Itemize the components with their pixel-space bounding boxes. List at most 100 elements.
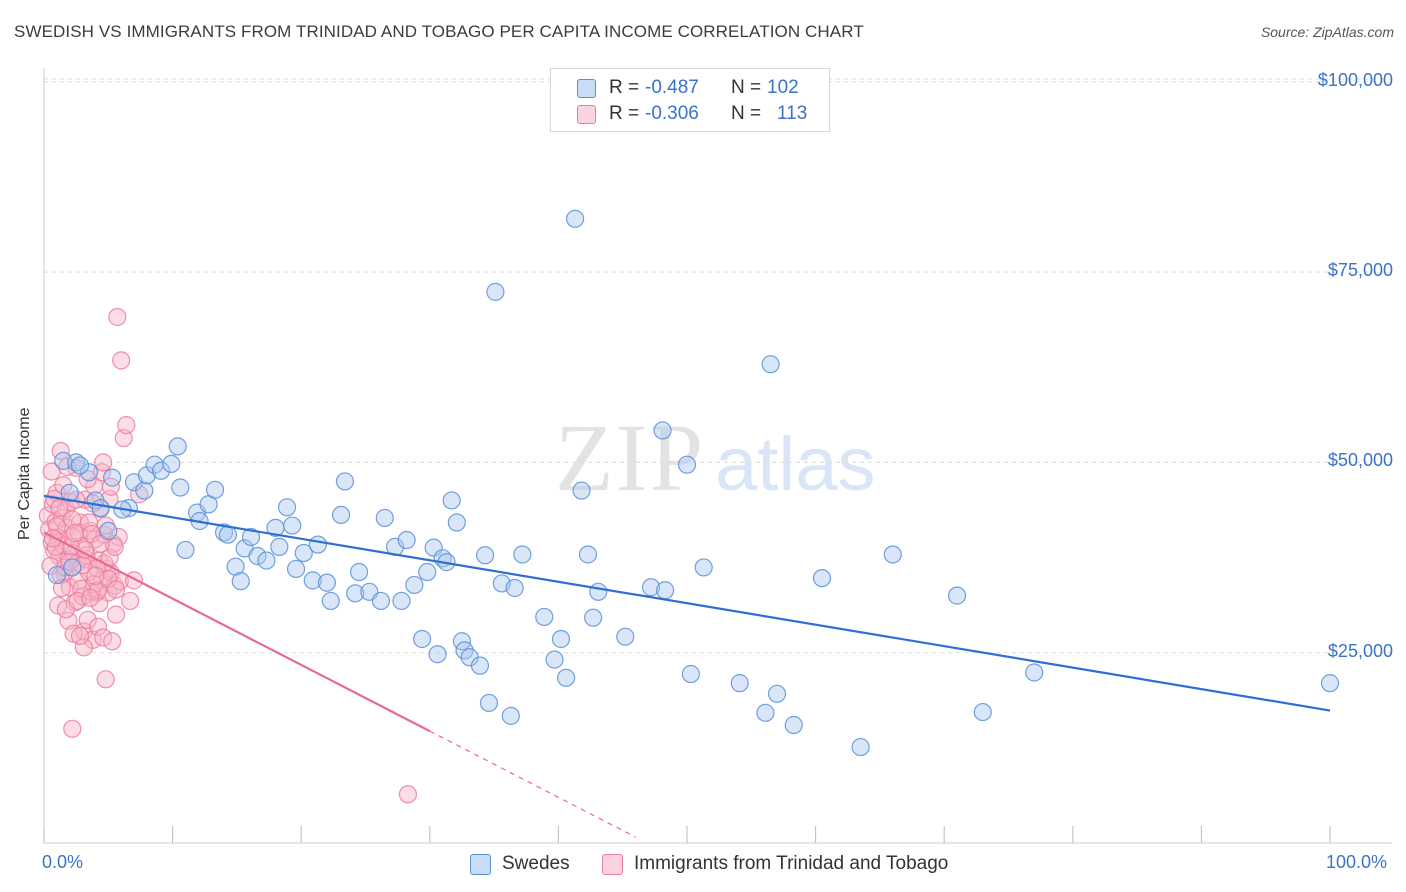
trend-lines: [43, 494, 1331, 838]
source-label: Source: ZipAtlas.com: [1260, 24, 1394, 40]
data-point: [641, 578, 661, 597]
correlation-legend: R = -0.487 N = 102 R = -0.306 N = 113: [550, 68, 830, 132]
data-point: [883, 545, 902, 564]
data-point: [479, 693, 499, 713]
data-point: [41, 556, 60, 576]
data-point: [90, 594, 109, 613]
data-point: [171, 478, 190, 497]
data-point: [277, 498, 297, 517]
data-point: [78, 610, 97, 630]
data-point: [851, 737, 870, 757]
legend-label-swedes: Swedes: [502, 853, 570, 874]
data-point: [447, 513, 466, 532]
data-point: [694, 558, 713, 577]
data-point: [584, 608, 603, 627]
watermark-zip: ZIP: [555, 404, 705, 511]
data-point: [349, 562, 369, 582]
data-point: [151, 461, 171, 480]
data-point: [398, 785, 418, 804]
data-point: [270, 537, 289, 556]
data-point: [60, 483, 79, 502]
data-point: [117, 415, 136, 435]
data-point: [418, 562, 437, 582]
data-point: [428, 645, 447, 664]
trend-line-swedes: [43, 494, 1331, 712]
data-point: [331, 505, 351, 525]
series-swedes-points: [47, 209, 1340, 757]
data-point: [397, 530, 416, 550]
data-point: [973, 702, 992, 722]
data-point: [103, 632, 122, 651]
data-point: [308, 535, 328, 554]
data-point: [226, 557, 245, 576]
legend-n-label: N =: [731, 103, 762, 124]
data-point: [405, 575, 424, 595]
data-point: [317, 573, 337, 592]
data-point: [392, 591, 411, 611]
data-point: [50, 498, 69, 518]
data-point: [106, 580, 126, 599]
legend-r-value: -0.487: [645, 77, 699, 98]
data-point: [513, 545, 532, 564]
gridlines: [44, 78, 1392, 654]
data-point: [730, 674, 749, 693]
y-tick-label: $75,000: [1327, 260, 1393, 281]
data-point: [578, 545, 598, 564]
legend-n-value: 113: [777, 103, 808, 124]
data-point: [81, 588, 100, 607]
data-point: [589, 582, 608, 601]
data-point: [545, 650, 564, 669]
data-point: [106, 605, 126, 624]
data-point: [55, 558, 74, 577]
data-point: [94, 628, 113, 647]
data-point: [761, 355, 780, 374]
data-point: [303, 571, 322, 590]
legend-r-value: -0.306: [645, 103, 699, 124]
data-point: [88, 581, 108, 600]
legend-swatch-trinidad: [577, 105, 596, 124]
data-point: [96, 670, 115, 689]
data-point: [78, 470, 97, 489]
data-point: [121, 591, 140, 611]
data-point: [286, 559, 306, 579]
data-point: [784, 715, 803, 735]
data-point: [86, 566, 105, 585]
data-point: [43, 529, 63, 548]
data-point: [371, 591, 391, 611]
data-point: [681, 664, 700, 684]
data-point: [475, 546, 495, 565]
legend-label-trinidad: Immigrants from Trinidad and Tobago: [634, 853, 949, 874]
data-point: [74, 638, 93, 657]
data-point: [91, 498, 110, 518]
data-point: [756, 703, 775, 722]
x-tick-max: 100.0%: [1326, 852, 1388, 872]
data-point: [205, 480, 225, 499]
data-point: [105, 537, 124, 556]
data-point: [135, 481, 154, 500]
data-point: [218, 525, 237, 544]
data-point: [54, 476, 73, 495]
legend-swatch-swedes: [577, 79, 596, 98]
data-point: [535, 607, 554, 627]
legend-r-label: R =: [609, 77, 640, 98]
data-point: [176, 540, 195, 560]
data-point: [1320, 674, 1340, 693]
y-tick-label: $50,000: [1327, 450, 1393, 471]
data-point: [241, 527, 261, 547]
y-axis-label: Per Capita Income: [16, 407, 33, 540]
trend-line-trinidad-extrapolated: [429, 730, 636, 838]
data-point: [63, 510, 82, 529]
data-point: [168, 437, 187, 456]
y-tick-label: $100,000: [1317, 69, 1393, 90]
data-point: [283, 516, 302, 535]
data-point: [1025, 663, 1044, 682]
data-point: [616, 627, 635, 646]
data-point: [557, 668, 576, 687]
data-point: [551, 629, 571, 649]
watermark: ZIP atlas: [555, 404, 876, 511]
data-point: [70, 626, 90, 646]
legend-r-label: R =: [609, 103, 640, 124]
data-point: [88, 617, 108, 636]
legend-n-label: N =: [731, 77, 762, 98]
